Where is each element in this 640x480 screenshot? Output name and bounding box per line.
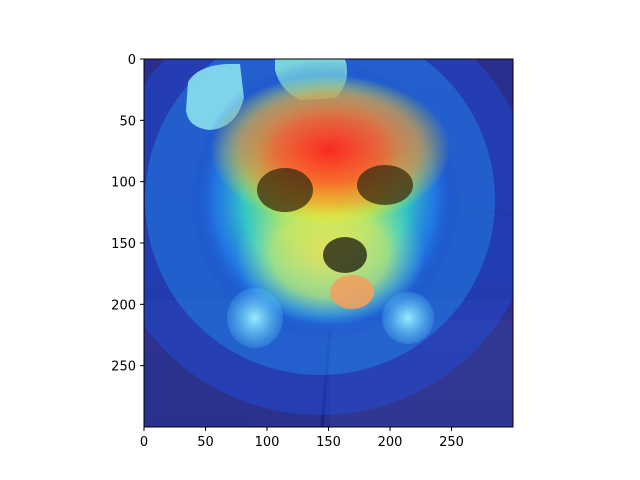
x-tick-label: 250 [439, 435, 464, 450]
y-tick-label: 100 [111, 176, 136, 191]
y-tick-label: 50 [119, 114, 136, 129]
dog-heatmap-overlay-image [144, 59, 513, 427]
y-tick-label: 150 [111, 237, 136, 252]
x-axis-ticks: 0 50 100 150 200 250 [140, 427, 464, 450]
x-tick-label: 100 [255, 435, 280, 450]
y-tick-label: 250 [111, 360, 136, 375]
x-tick-label: 200 [378, 435, 403, 450]
y-tick-label: 200 [111, 298, 136, 313]
x-tick-label: 50 [197, 435, 214, 450]
x-tick-label: 0 [140, 435, 148, 450]
x-tick-label: 150 [316, 435, 341, 450]
y-tick-label: 0 [128, 53, 136, 68]
y-axis-ticks: 0 50 100 150 200 250 [111, 53, 144, 375]
